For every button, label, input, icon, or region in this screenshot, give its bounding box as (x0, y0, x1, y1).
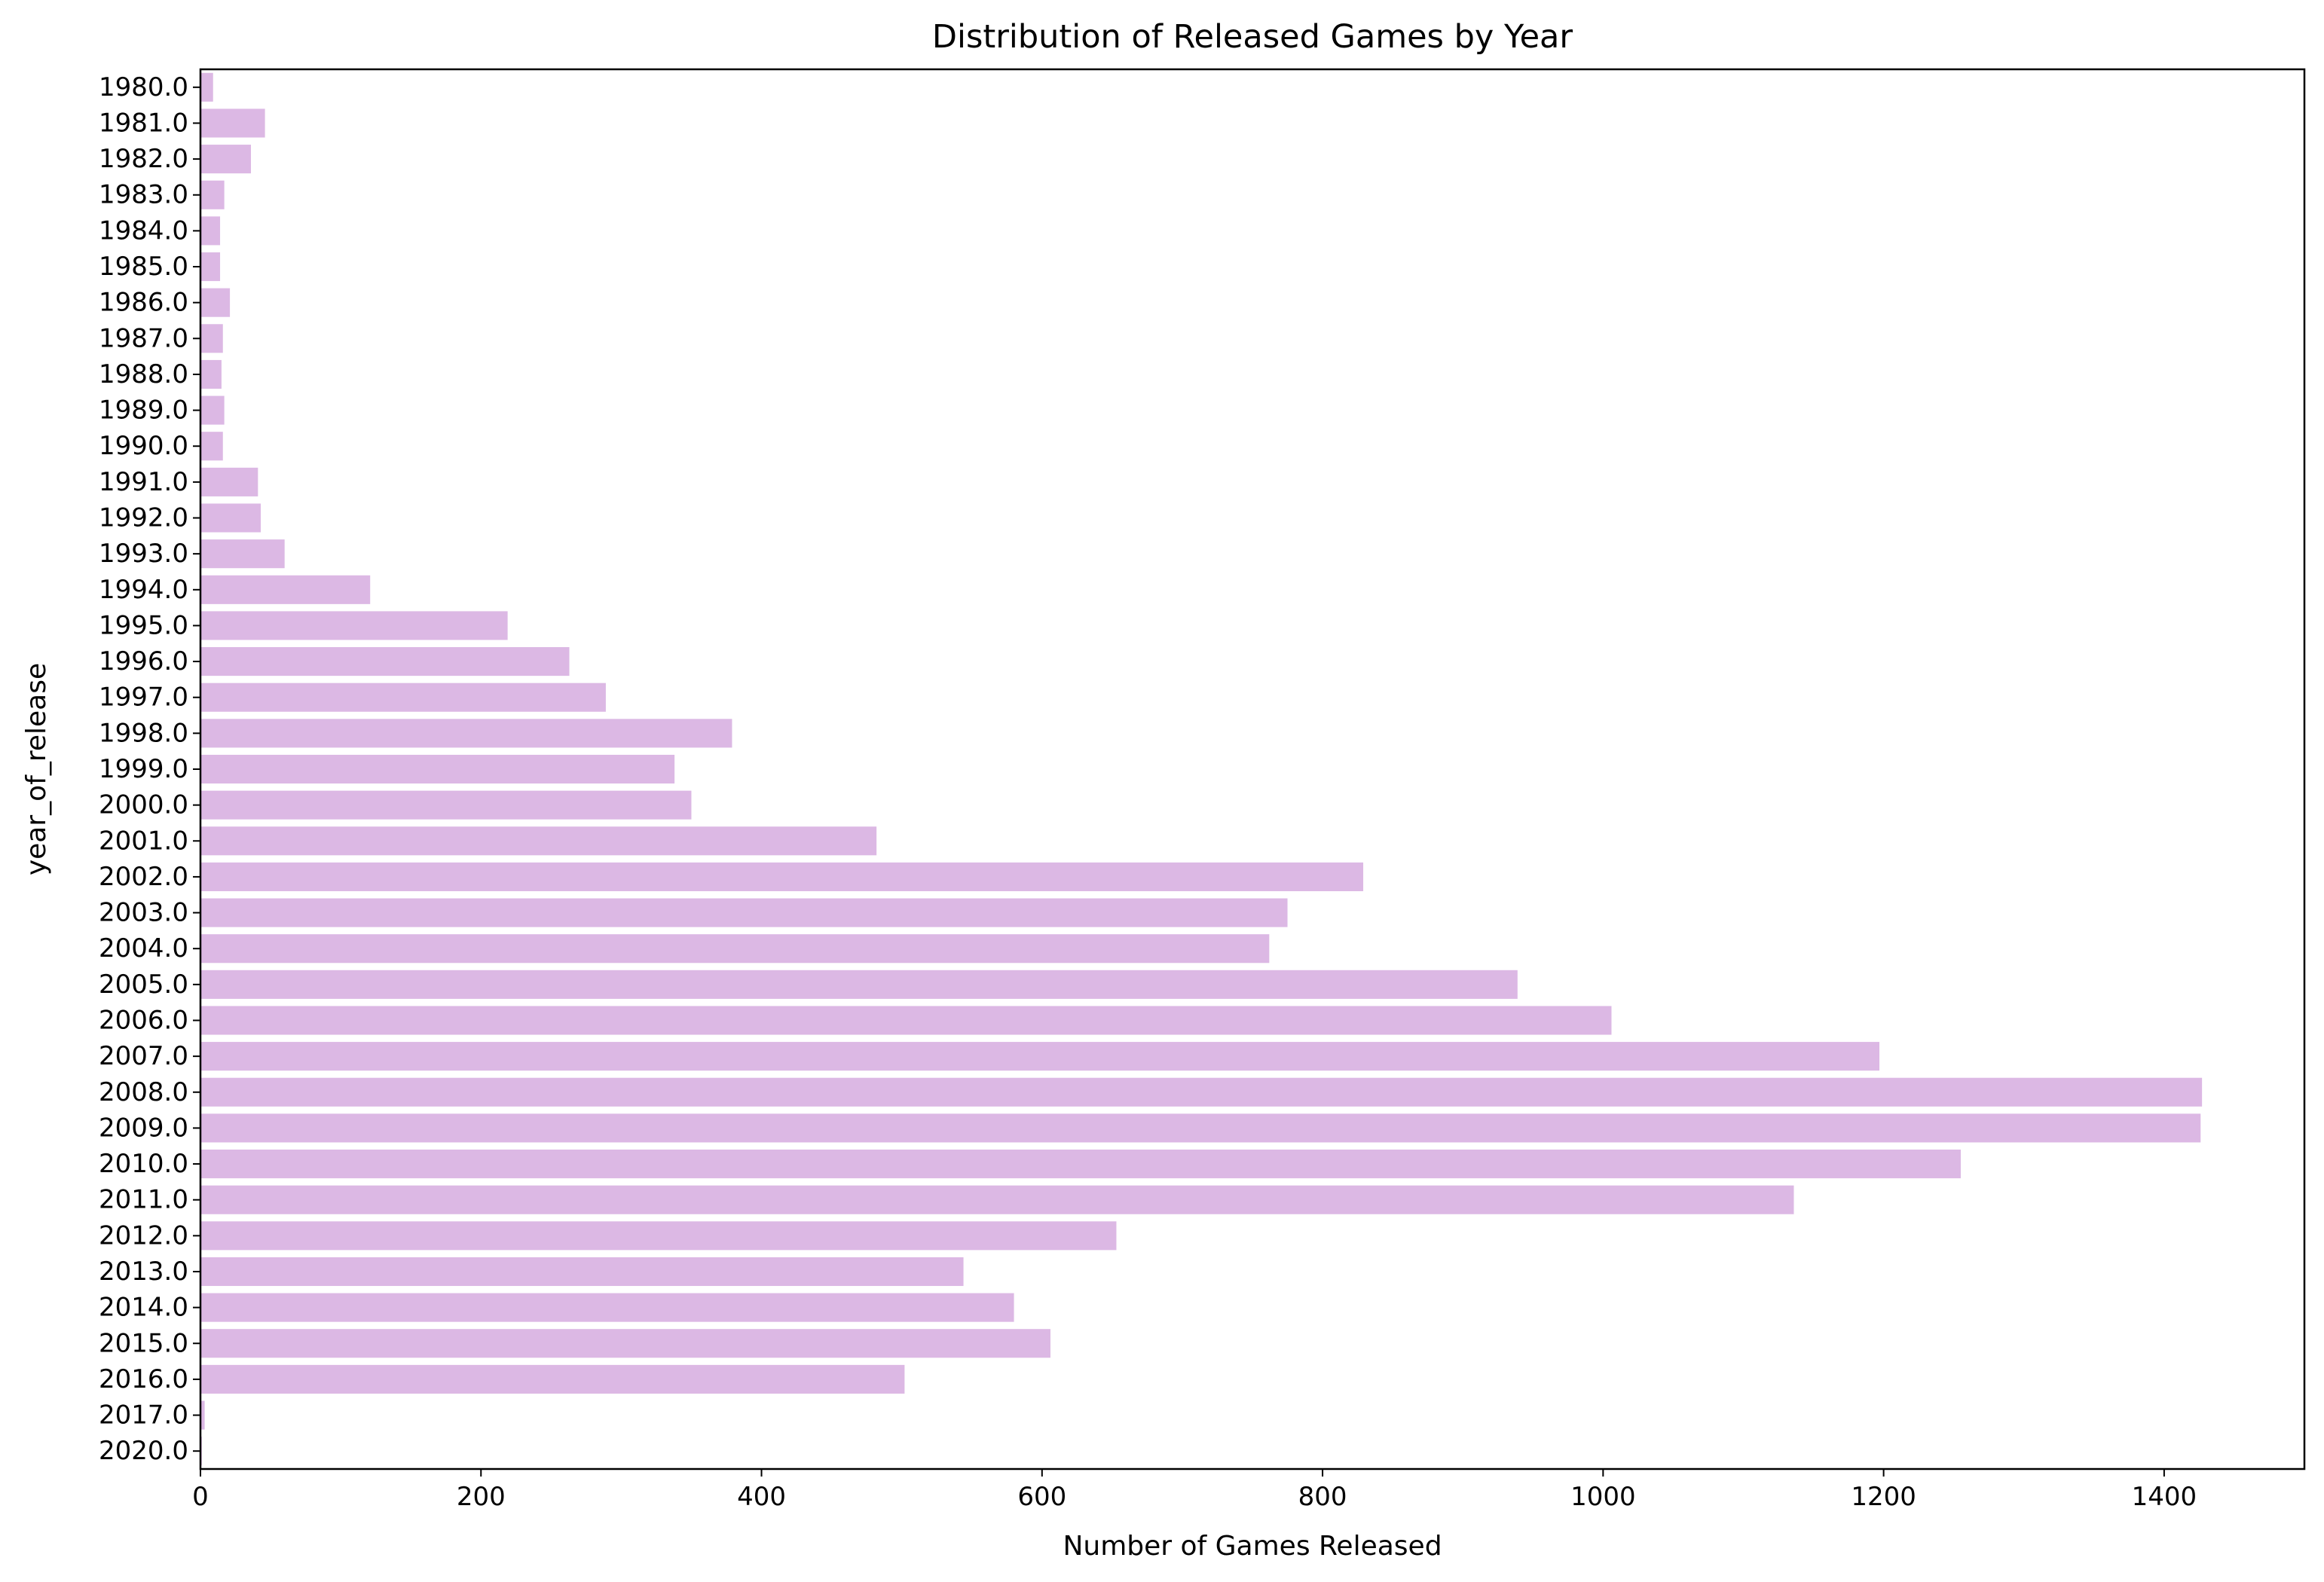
bar-2012.0 (200, 1221, 1117, 1251)
bar-1985.0 (200, 252, 221, 282)
plot-frame (199, 68, 2306, 1471)
bar-2003.0 (200, 898, 1288, 927)
bar-2010.0 (200, 1149, 1961, 1179)
bar-1994.0 (200, 575, 371, 604)
y-tick-label: 1985.0 (99, 252, 188, 282)
bar-1982.0 (200, 145, 252, 174)
bar-2007.0 (200, 1042, 1880, 1071)
bar-1999.0 (200, 754, 675, 784)
bar-1981.0 (200, 108, 265, 138)
y-tick-label: 2009.0 (99, 1113, 188, 1143)
bar-2009.0 (200, 1113, 2201, 1143)
bar-2013.0 (200, 1257, 964, 1287)
bar-2002.0 (200, 862, 1364, 891)
bar-1993.0 (200, 539, 285, 569)
bars-group (200, 72, 2203, 1466)
x-axis-ticks: 0 200 400 600 800 1000 1200 1400 (192, 1469, 2197, 1512)
y-tick-label: 1991.0 (99, 467, 188, 497)
y-tick-label: 1987.0 (99, 323, 188, 353)
y-tick-label: 1989.0 (99, 396, 188, 426)
bar-1983.0 (200, 180, 225, 209)
y-tick-label: 1992.0 (99, 503, 188, 533)
y-tick-label: 1997.0 (99, 683, 188, 713)
y-tick-label: 2008.0 (99, 1077, 188, 1107)
bar-1991.0 (200, 467, 258, 496)
x-tick-label: 600 (1017, 1482, 1066, 1512)
y-tick-label: 2001.0 (99, 826, 188, 856)
bar-1980.0 (200, 72, 213, 102)
bar-2016.0 (200, 1364, 905, 1394)
x-tick-label: 1200 (1851, 1482, 1916, 1512)
y-tick-label: 2007.0 (99, 1041, 188, 1071)
y-tick-label: 1982.0 (99, 144, 188, 174)
y-axis-ticks: 1980.0 1981.0 1982.0 1983.0 1984.0 1985.0 1986… (99, 72, 200, 1466)
y-tick-label: 2012.0 (99, 1220, 188, 1251)
y-tick-label: 1994.0 (99, 575, 188, 605)
bar-2011.0 (200, 1185, 1794, 1214)
bar-2015.0 (200, 1329, 1050, 1358)
y-tick-label: 2016.0 (99, 1364, 188, 1394)
y-tick-label: 2000.0 (99, 790, 188, 820)
y-tick-label: 2011.0 (99, 1185, 188, 1215)
bar-2017.0 (200, 1400, 205, 1430)
bar-2014.0 (200, 1293, 1014, 1322)
bar-1990.0 (200, 432, 223, 461)
y-tick-label: 1998.0 (99, 718, 188, 748)
y-tick-label: 2017.0 (99, 1400, 188, 1431)
bar-1984.0 (200, 216, 221, 246)
bar-1997.0 (200, 683, 606, 712)
bar-2005.0 (200, 970, 1518, 999)
y-axis-label: year_of_release (21, 663, 52, 875)
y-tick-label: 1980.0 (99, 72, 188, 102)
y-tick-label: 1993.0 (99, 539, 188, 569)
x-tick-label: 1000 (1570, 1482, 1636, 1512)
x-tick-label: 0 (192, 1482, 209, 1512)
y-tick-label: 2020.0 (99, 1436, 188, 1466)
y-tick-label: 2003.0 (99, 898, 188, 928)
bar-1986.0 (200, 288, 231, 317)
y-tick-label: 1995.0 (99, 610, 188, 640)
bar-1996.0 (200, 647, 570, 676)
y-tick-label: 2002.0 (99, 862, 188, 892)
y-tick-label: 2006.0 (99, 1005, 188, 1035)
x-tick-label: 200 (457, 1482, 506, 1512)
y-tick-label: 1984.0 (99, 215, 188, 246)
bar-1998.0 (200, 719, 732, 748)
y-tick-label: 2013.0 (99, 1257, 188, 1287)
y-tick-label: 1988.0 (99, 359, 188, 389)
bar-2008.0 (200, 1077, 2203, 1107)
bar-1988.0 (200, 359, 222, 389)
bar-1989.0 (200, 396, 225, 425)
y-tick-label: 1986.0 (99, 288, 188, 318)
y-tick-label: 1981.0 (99, 108, 188, 138)
x-tick-label: 800 (1298, 1482, 1347, 1512)
y-tick-label: 2015.0 (99, 1328, 188, 1358)
y-tick-label: 1999.0 (99, 754, 188, 784)
bar-2004.0 (200, 934, 1270, 964)
bar-1987.0 (200, 324, 223, 353)
chart-title: Distribution of Released Games by Year (932, 18, 1573, 56)
y-tick-label: 2014.0 (99, 1293, 188, 1323)
y-tick-label: 1983.0 (99, 180, 188, 210)
x-tick-label: 400 (737, 1482, 786, 1512)
y-tick-label: 2004.0 (99, 933, 188, 964)
x-axis-label: Number of Games Released (1063, 1531, 1442, 1562)
bar-1995.0 (200, 611, 508, 640)
y-tick-label: 2005.0 (99, 970, 188, 1000)
y-tick-label: 1996.0 (99, 646, 188, 676)
bar-2001.0 (200, 826, 877, 856)
y-tick-label: 1990.0 (99, 431, 188, 461)
bar-1992.0 (200, 503, 261, 533)
bar-2000.0 (200, 790, 692, 820)
bar-2006.0 (200, 1006, 1612, 1035)
y-tick-label: 2010.0 (99, 1149, 188, 1179)
x-tick-label: 1400 (2132, 1482, 2197, 1512)
